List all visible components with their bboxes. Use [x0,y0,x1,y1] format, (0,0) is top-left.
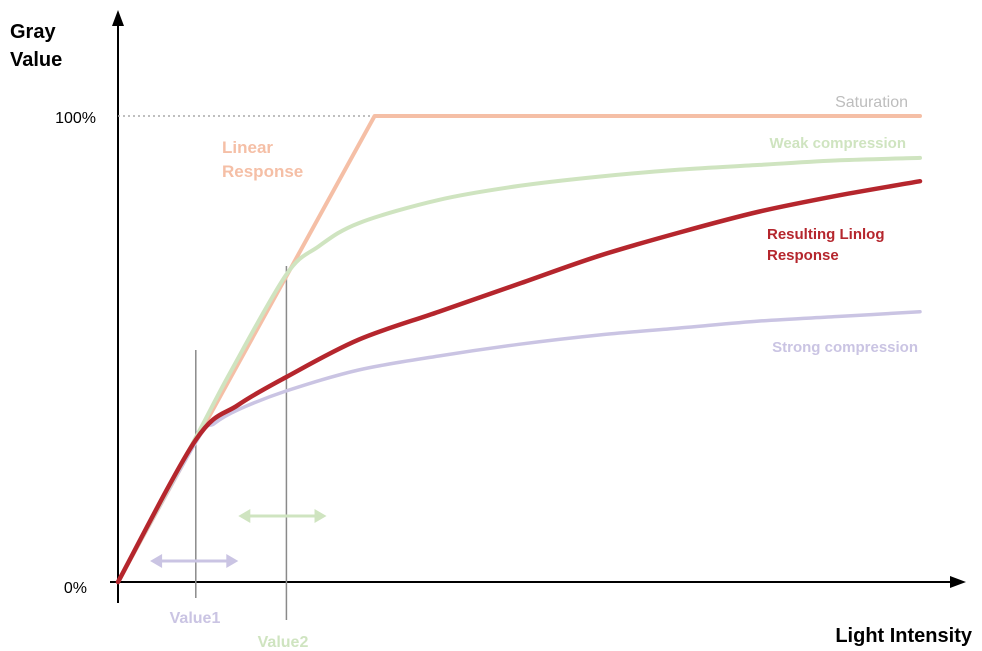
linear-response-label-line2: Response [222,162,303,181]
value2-arrow-head-right [314,509,327,523]
linear-response-label-line1: Linear [222,138,273,157]
weak-compression-label: Weak compression [770,135,906,152]
value1-range-arrow [150,554,239,568]
axes [110,10,966,603]
strong-compression-label: Strong compression [772,339,918,356]
value1-label: Value1 [170,610,221,627]
y-axis-arrow [112,10,124,26]
value2-range-arrow [238,509,327,523]
x-axis-title: Light Intensity [835,625,973,647]
saturation-label: Saturation [835,94,908,111]
resulting-linlog-curve [115,178,923,585]
y-axis-title-line1: Gray [10,21,56,43]
value1-arrow-head-right [226,554,239,568]
value1-arrow-head-left [150,554,163,568]
value2-label: Value2 [258,634,309,651]
resulting-linlog-label-line2: Response [767,247,839,264]
x-axis-arrow [950,576,966,588]
weak-compression-curve [116,155,922,584]
y-tick-0: 0% [64,580,87,597]
y-tick-100: 100% [55,110,96,127]
strong-compression-curve [116,309,922,584]
value2-arrow-head-left [238,509,251,523]
y-axis-title-line2: Value [10,49,62,71]
resulting-linlog-label-line1: Resulting Linlog [767,226,885,243]
